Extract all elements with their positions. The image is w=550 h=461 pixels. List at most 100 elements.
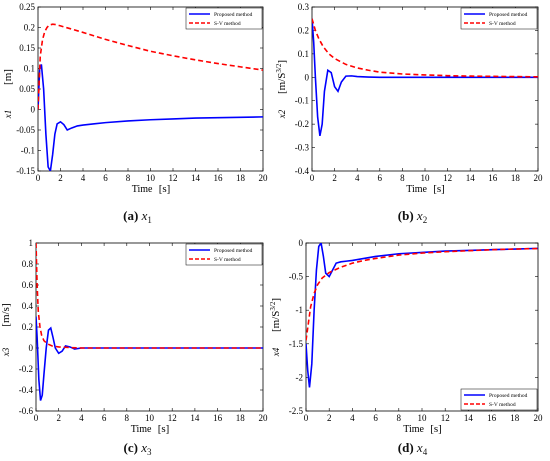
caption-c: (c) x3 bbox=[0, 440, 275, 457]
y-axis-unit: [m] bbox=[2, 69, 14, 85]
caption-label: (a) bbox=[123, 208, 139, 223]
chart-panel-b: 0 2 4 6 8 10 12 14 16 18 20 -0.4 -0.3 -0.2 -0.1 0 0.1 0.2… bbox=[275, 2, 543, 195]
y-tick-label: 0.8 bbox=[22, 259, 34, 269]
legend-label-proposed: Proposed method bbox=[489, 12, 528, 18]
series-sv-line bbox=[36, 243, 263, 349]
x-tick-label: 6 bbox=[378, 173, 383, 183]
y-tick-label: 0.3 bbox=[298, 2, 310, 12]
x-tick-label: 18 bbox=[510, 413, 520, 423]
series-sv-line bbox=[306, 247, 538, 341]
y-tick-label: 0.4 bbox=[22, 301, 34, 311]
x-tick-label: 0 bbox=[34, 413, 39, 423]
x-tick-label: 12 bbox=[169, 173, 178, 183]
y-tick-label: 0.25 bbox=[19, 2, 35, 12]
plot-frame bbox=[311, 6, 539, 172]
x-tick-label: 18 bbox=[236, 413, 246, 423]
y-tick-label: 0 bbox=[305, 72, 310, 82]
legend-label-proposed: Proposed method bbox=[214, 12, 253, 18]
y-axis-var-label: x2 bbox=[277, 109, 287, 119]
y-tick-label: 0.2 bbox=[24, 23, 35, 33]
x-tick-label: 14 bbox=[466, 173, 476, 183]
legend-label-sv: S-V method bbox=[489, 402, 516, 408]
legend-label-proposed: Proposed method bbox=[214, 248, 253, 254]
legend-label-proposed: Proposed method bbox=[489, 393, 528, 399]
x-tick-label: 16 bbox=[487, 413, 497, 423]
y-axis-unit: [m/S3/2] bbox=[269, 298, 282, 332]
caption-d: (d) x4 bbox=[275, 440, 550, 457]
caption-label: (d) bbox=[397, 440, 414, 455]
y-axis-unit: [m/S3/2] bbox=[275, 60, 288, 94]
chart-panel-d: 0 2 4 6 8 10 12 14 16 18 20 -2.5 -2 -1.5 -1 -0.5 0 Propos… bbox=[269, 238, 543, 435]
chart-panel-a: 0 2 4 6 8 10 12 14 16 18 20 -0.15 -0.1 -0.05 0 0.05 0.1 0… bbox=[2, 2, 268, 195]
x-tick-label: 10 bbox=[421, 173, 431, 183]
y-tick-label: 0 bbox=[299, 238, 304, 248]
y-tick-label: -0.4 bbox=[19, 385, 34, 395]
chart-panel-c: 0 2 4 6 8 10 12 14 16 18 20 -0.6 -0.4 -0.2 0 0.2 0.4 0.6 0… bbox=[0, 238, 268, 435]
plot-frame bbox=[305, 242, 539, 412]
caption-b: (b) x2 bbox=[275, 208, 550, 225]
y-tick-label: 0.05 bbox=[19, 84, 35, 94]
y-tick-label: -0.15 bbox=[16, 166, 35, 176]
y-tick-label: -0.1 bbox=[295, 96, 309, 106]
y-tick-label: -0.1 bbox=[21, 146, 35, 156]
caption-label: (c) bbox=[123, 440, 138, 455]
x-tick-label: 16 bbox=[214, 173, 224, 183]
caption-var: x bbox=[416, 440, 423, 455]
y-tick-label: -1.5 bbox=[289, 339, 304, 349]
y-tick-label: -0.2 bbox=[295, 119, 309, 129]
y-tick-label: -2 bbox=[296, 372, 304, 382]
y-tick-label: 0.15 bbox=[19, 43, 35, 53]
y-tick-label: 0.2 bbox=[298, 25, 309, 35]
caption-sub: 1 bbox=[147, 215, 152, 225]
y-tick-label: -0.05 bbox=[16, 125, 35, 135]
x-tick-label: 0 bbox=[304, 413, 309, 423]
x-tick-label: 2 bbox=[56, 413, 61, 423]
y-tick-label: -0.3 bbox=[295, 143, 310, 153]
x-tick-label: 8 bbox=[397, 413, 402, 423]
caption-var: x bbox=[141, 208, 148, 223]
x-tick-label: 8 bbox=[125, 413, 130, 423]
x-tick-label: 4 bbox=[81, 173, 86, 183]
x-axis-unit: [s] bbox=[430, 423, 442, 435]
y-tick-label: -0.6 bbox=[19, 406, 34, 416]
x-tick-label: 16 bbox=[488, 173, 498, 183]
y-tick-label: 0.2 bbox=[22, 322, 33, 332]
x-tick-label: 10 bbox=[146, 173, 156, 183]
y-tick-label: -0.5 bbox=[289, 272, 304, 282]
y-tick-label: -2.5 bbox=[289, 406, 304, 416]
x-axis-label: Time bbox=[131, 424, 152, 435]
x-axis-unit: [s] bbox=[159, 183, 171, 195]
caption-var: x bbox=[141, 440, 147, 455]
caption-sub: 2 bbox=[422, 215, 428, 225]
x-tick-label: 12 bbox=[441, 413, 450, 423]
caption-label: (b) bbox=[397, 208, 414, 223]
x-tick-label: 14 bbox=[191, 173, 201, 183]
series-proposed-line bbox=[312, 18, 538, 137]
x-tick-label: 10 bbox=[145, 413, 155, 423]
x-tick-label: 0 bbox=[36, 173, 41, 183]
x-tick-label: 14 bbox=[464, 413, 474, 423]
y-tick-label: 1 bbox=[29, 238, 34, 248]
x-tick-label: 18 bbox=[236, 173, 246, 183]
x-axis-unit: [s] bbox=[158, 423, 170, 435]
legend-label-sv: S-V method bbox=[214, 21, 241, 27]
y-axis-var-label: x4 bbox=[271, 347, 281, 357]
x-tick-label: 16 bbox=[213, 413, 223, 423]
y-tick-label: -0.2 bbox=[19, 364, 33, 374]
y-tick-label: 0.6 bbox=[22, 280, 34, 290]
caption-sub: 3 bbox=[146, 447, 152, 457]
x-axis-label: Time bbox=[403, 424, 424, 435]
legend: Proposed method S-V method bbox=[185, 243, 263, 266]
caption-var: x bbox=[416, 208, 423, 223]
x-tick-label: 2 bbox=[327, 413, 332, 423]
x-tick-label: 20 bbox=[534, 413, 544, 423]
x-axis-unit: [s] bbox=[433, 183, 445, 195]
y-tick-label: -1 bbox=[296, 305, 304, 315]
x-tick-label: 4 bbox=[355, 173, 360, 183]
x-tick-label: 14 bbox=[190, 413, 200, 423]
legend: Proposed method S-V method bbox=[185, 7, 263, 30]
legend: Proposed method S-V method bbox=[460, 388, 538, 411]
caption-a: (a) x1 bbox=[0, 208, 275, 225]
y-tick-label: 0 bbox=[31, 105, 36, 115]
